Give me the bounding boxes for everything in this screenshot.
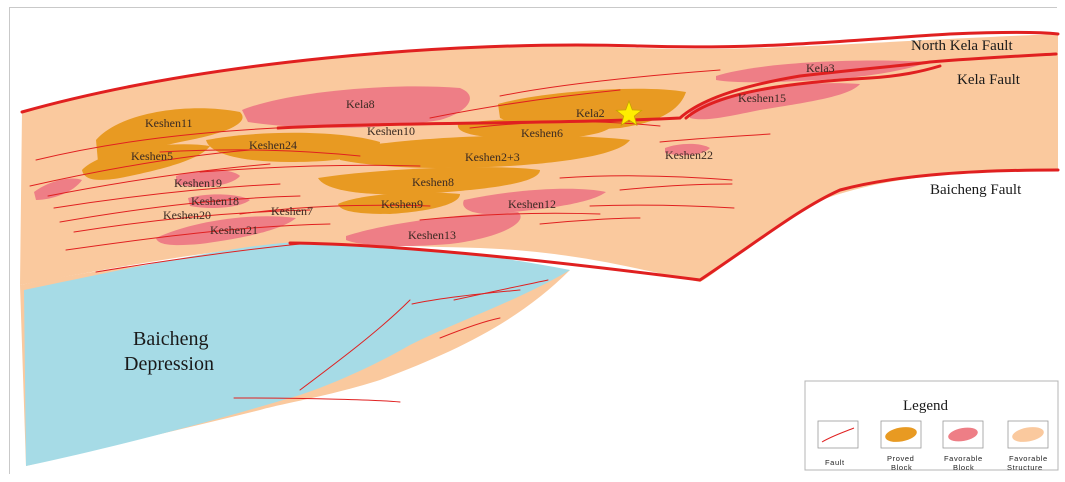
major-faults — [20, 31, 1060, 282]
baicheng-depression-area — [24, 242, 570, 466]
label-kela8: Kela8 — [346, 97, 375, 111]
label-keshen21: Keshen21 — [210, 223, 258, 237]
block-keshen24-area — [206, 132, 380, 162]
legend-favorable-block-icon — [948, 427, 978, 442]
legend-favorable-structure-label-2: Structure — [1007, 463, 1043, 472]
legend-favorable-block-label-2: Block — [953, 463, 974, 472]
block-left-small-area — [34, 178, 82, 200]
legend-fault-label: Fault — [825, 458, 845, 467]
block-keshen8-area — [318, 167, 540, 195]
label-keshen8: Keshen8 — [412, 175, 454, 189]
label-keshen2-3: Keshen2+3 — [465, 150, 520, 164]
label-depression-line2: Depression — [124, 353, 214, 375]
legend-proved-label-1: Proved — [887, 454, 914, 463]
label-keshen10: Keshen10 — [367, 124, 415, 138]
legend-proved-label-2: Block — [891, 463, 912, 472]
kela-fault-line — [276, 52, 1058, 130]
baicheng-fault-line — [288, 168, 1060, 282]
label-kela3: Kela3 — [806, 61, 835, 75]
kela-fault-branch — [684, 64, 942, 120]
label-depression-line1: Baicheng — [133, 328, 209, 350]
block-keshen13-area — [346, 212, 521, 247]
favorable-blocks — [34, 60, 930, 247]
label-keshen15: Keshen15 — [738, 91, 786, 105]
block-keshen2-3-area — [340, 135, 630, 168]
proved-blocks — [82, 88, 686, 214]
label-keshen7: Keshen7 — [271, 204, 313, 218]
north-kela-fault-line — [20, 31, 1060, 114]
legend-fault-icon — [821, 427, 855, 443]
legend: Legend Fault Proved Block Favorable Bloc… — [804, 380, 1059, 472]
label-north-kela-fault: North Kela Fault — [911, 38, 1013, 54]
block-keshen5-area — [82, 144, 210, 180]
label-keshen12: Keshen12 — [508, 197, 556, 211]
label-keshen24: Keshen24 — [249, 138, 297, 152]
label-keshen13: Keshen13 — [408, 228, 456, 242]
label-keshen6: Keshen6 — [521, 126, 563, 140]
block-keshen18-area — [188, 194, 250, 208]
block-kela3-area — [716, 60, 930, 83]
block-keshen11-area — [96, 108, 243, 162]
minor-faults — [29, 69, 771, 403]
block-keshen15-area — [690, 83, 860, 120]
legend-proved-icon — [885, 427, 917, 442]
block-keshen9-area — [338, 192, 460, 214]
legend-favorable-structure-label-1: Favorable — [1009, 454, 1048, 463]
label-keshen5: Keshen5 — [131, 149, 173, 163]
label-keshen19: Keshen19 — [174, 176, 222, 190]
block-labels: Kela3 Keshen15 Kela8 Kela2 Keshen11 Kesh… — [131, 61, 835, 242]
label-keshen20: Keshen20 — [163, 208, 211, 222]
legend-title: Legend — [903, 398, 948, 414]
block-keshen22-area — [665, 143, 710, 156]
block-keshen12-area — [463, 188, 606, 214]
label-keshen11: Keshen11 — [145, 116, 193, 130]
block-kela8-area — [242, 86, 470, 128]
kela2-star-icon — [615, 99, 643, 127]
label-kela2: Kela2 — [576, 106, 605, 120]
label-keshen9: Keshen9 — [381, 197, 423, 211]
label-keshen22: Keshen22 — [665, 148, 713, 162]
label-keshen18: Keshen18 — [191, 194, 239, 208]
label-kela-fault: Kela Fault — [957, 72, 1021, 88]
legend-favorable-structure-icon — [1012, 427, 1044, 442]
legend-favorable-block-label-1: Favorable — [944, 454, 983, 463]
block-keshen19-area — [176, 170, 240, 187]
label-baicheng-fault: Baicheng Fault — [930, 182, 1022, 198]
